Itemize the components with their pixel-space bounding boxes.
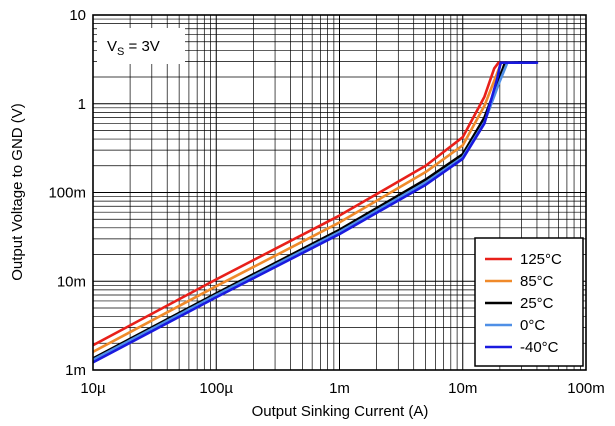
y-tick-label: 1 — [78, 96, 86, 113]
y-tick-label: 100m — [48, 185, 86, 202]
series-line — [93, 61, 518, 360]
plot-area — [93, 61, 539, 364]
series-line — [93, 61, 539, 364]
y-axis-label: Output Voltage to GND (V) — [9, 103, 26, 281]
x-axis-label: Output Sinking Current (A) — [252, 403, 429, 420]
y-tick-label: 10 — [69, 7, 86, 24]
vs-annotation-rest: = 3V — [124, 38, 159, 55]
y-tick-label: 10m — [57, 273, 86, 290]
y-tick-labels: 1m 10m 100m 1 10 — [48, 7, 86, 379]
annotation-box: VS = 3V — [97, 28, 185, 64]
x-tick-label: 100m — [567, 380, 605, 397]
legend-label: 0°C — [520, 317, 545, 334]
legend-label: 85°C — [520, 273, 554, 290]
plot-frame — [92, 14, 587, 371]
x-tick-labels: 10µ 100µ 1m 10m 100m — [80, 380, 604, 397]
legend: 125°C 85°C 25°C 0°C -40°C — [474, 237, 584, 367]
series-line — [93, 61, 514, 347]
x-tick-label: 1m — [329, 380, 350, 397]
x-tick-label: 10m — [448, 380, 477, 397]
legend-label: 125°C — [520, 251, 562, 268]
vs-annotation: VS = 3V — [107, 38, 160, 58]
legend-label: 25°C — [520, 295, 554, 312]
vs-annotation-sub: S — [117, 46, 124, 58]
vs-annotation-main: V — [107, 38, 117, 55]
y-tick-label: 1m — [65, 362, 86, 379]
legend-label: -40°C — [520, 339, 559, 356]
x-tick-label: 100µ — [199, 380, 233, 397]
x-tick-label: 10µ — [80, 380, 106, 397]
